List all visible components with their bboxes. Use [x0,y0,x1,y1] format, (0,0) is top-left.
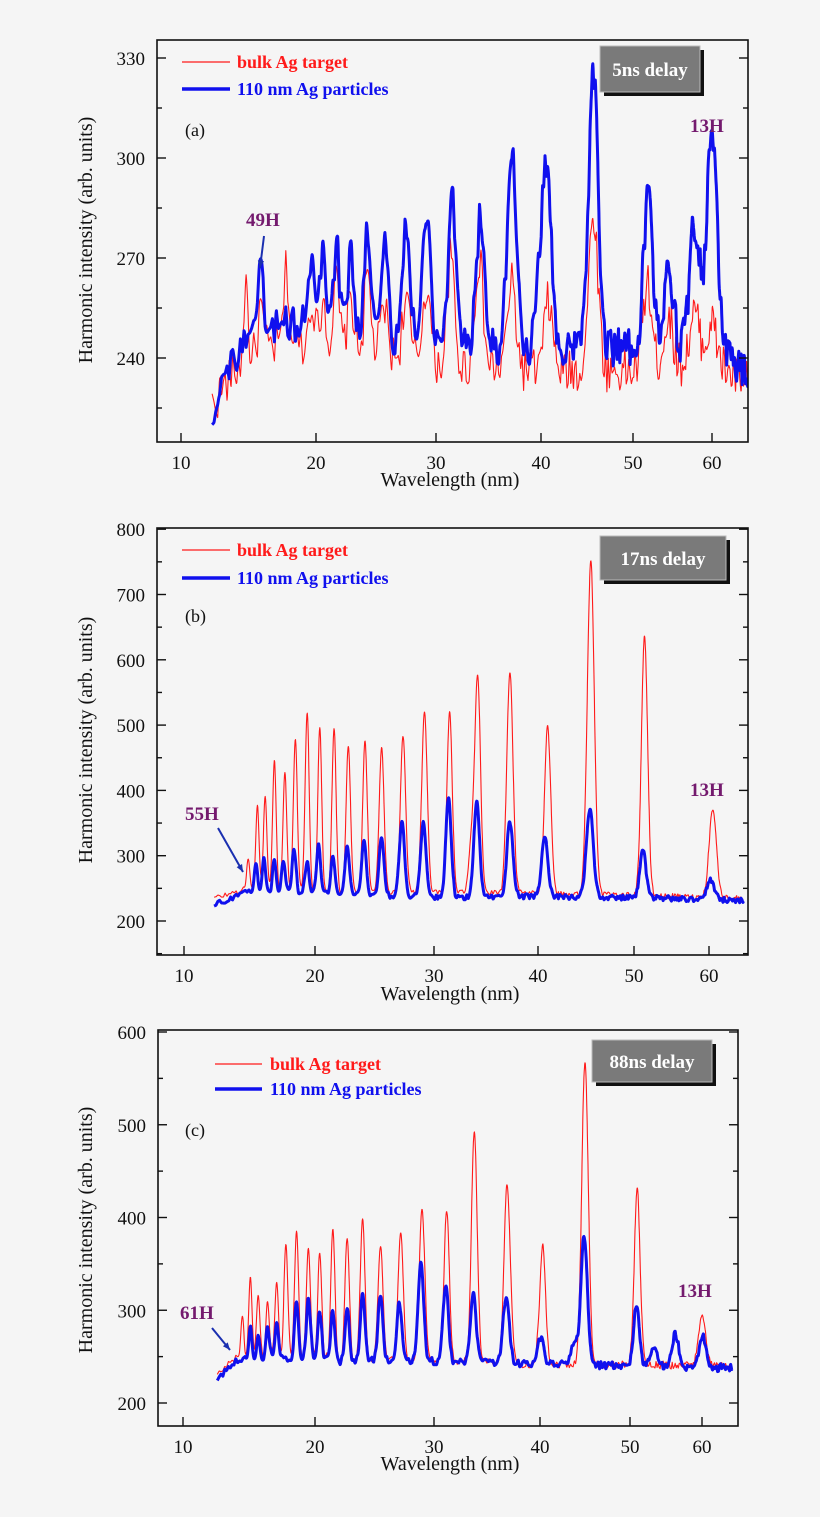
y-axis-label: Harmonic intensity (arb. units) [75,117,97,364]
x-tick-label: 30 [425,966,444,987]
x-tick-label: 40 [531,1437,550,1458]
annotation-arrow-head-icon [236,864,243,872]
x-tick-label: 10 [174,1437,193,1458]
y-tick-label: 300 [117,847,146,868]
series-line-110nm-ag-particles [213,796,745,908]
panel-label: (c) [185,1120,205,1141]
legend-label: bulk Ag target [237,540,348,560]
y-tick-label: 200 [117,912,146,933]
y-tick-label: 800 [117,520,146,541]
delay-box [599,45,701,93]
legend-label: 110 nm Ag particles [237,568,389,588]
x-tick-label: 30 [425,1437,444,1458]
x-tick-label: 50 [621,1437,640,1458]
annotation-arrow-line [217,827,244,873]
x-tick-label: 20 [306,1437,325,1458]
annotation-arrow-head-icon [257,260,265,268]
x-tick-label: 60 [703,453,722,474]
y-tick-label: 200 [118,1394,147,1415]
y-tick-label: 500 [118,1116,147,1137]
y-tick-label: 400 [118,1209,147,1230]
y-tick-label: 400 [117,781,146,802]
x-axis-label: Wavelength (nm) [381,983,520,1005]
x-tick-label: 30 [427,453,446,474]
delay-box-text: 5ns delay [612,60,688,81]
x-tick-label: 40 [532,453,551,474]
plot-frame [156,39,749,443]
legend-label: bulk Ag target [270,1054,381,1074]
y-tick-label: 300 [118,1301,147,1322]
legend-label: 110 nm Ag particles [237,79,389,99]
plot-frame [156,527,749,956]
x-tick-label: 20 [307,453,326,474]
legend: bulk Ag target 110 nm Ag particles [182,540,389,588]
y-axis-label: Harmonic intensity (arb. units) [75,617,97,864]
legend: bulk Ag target 110 nm Ag particles [215,1054,422,1099]
y-tick-label: 270 [117,249,146,270]
panel-label: (a) [185,120,205,141]
panel-label: (b) [185,606,206,627]
x-tick-label: 40 [529,966,548,987]
y-tick-label: 500 [117,716,146,737]
x-tick-label: 50 [625,966,644,987]
y-tick-label: 300 [117,149,146,170]
chart-panel-a: 10 20 30 40 50 60 240 270 300 330 Wavelength (nm) H… [75,39,749,491]
x-tick-label: 20 [306,966,325,987]
x-tick-label: 10 [172,453,191,474]
y-tick-label: 330 [117,49,146,70]
harmonic-annotation: 13H [678,1281,712,1302]
harmonic-annotation: 13H [690,780,724,801]
x-tick-label: 60 [693,1437,712,1458]
legend-label: bulk Ag target [237,52,348,72]
delay-box-text: 88ns delay [610,1052,695,1073]
y-tick-label: 600 [118,1023,147,1044]
delay-box [591,1039,713,1083]
series-line-110nm-ag-particles [211,62,748,426]
x-tick-label: 60 [700,966,719,987]
annotation-arrow-head-icon [222,1342,230,1350]
delay-box-text: 17ns delay [621,549,706,570]
x-axis-label: Wavelength (nm) [381,469,520,491]
harmonic-annotation: 13H [690,116,724,137]
delay-box [599,535,727,581]
legend-label: 110 nm Ag particles [270,1079,422,1099]
harmonic-annotation: 55H [185,804,219,825]
x-axis-label: Wavelength (nm) [381,1453,520,1475]
y-tick-label: 700 [117,586,146,607]
chart-panel-c: 10 20 30 40 50 60 200 300 400 500 600 Wavelength (n… [75,1023,739,1475]
x-tick-label: 50 [624,453,643,474]
harmonic-annotation: 49H [246,210,280,231]
x-tick-label: 10 [175,966,194,987]
plot-frame [157,1029,739,1427]
harmonic-annotation: 61H [180,1303,214,1324]
y-tick-label: 240 [117,349,146,370]
y-axis-label: Harmonic intensity (arb. units) [75,1107,97,1354]
y-tick-label: 600 [117,651,146,672]
chart-panel-b: 10 20 30 40 50 60 200 300 400 500 600 700 800 Wavelen… [75,520,749,1005]
series-line-110nm-ag-particles [215,1235,734,1382]
legend: bulk Ag target 110 nm Ag particles [182,52,389,99]
